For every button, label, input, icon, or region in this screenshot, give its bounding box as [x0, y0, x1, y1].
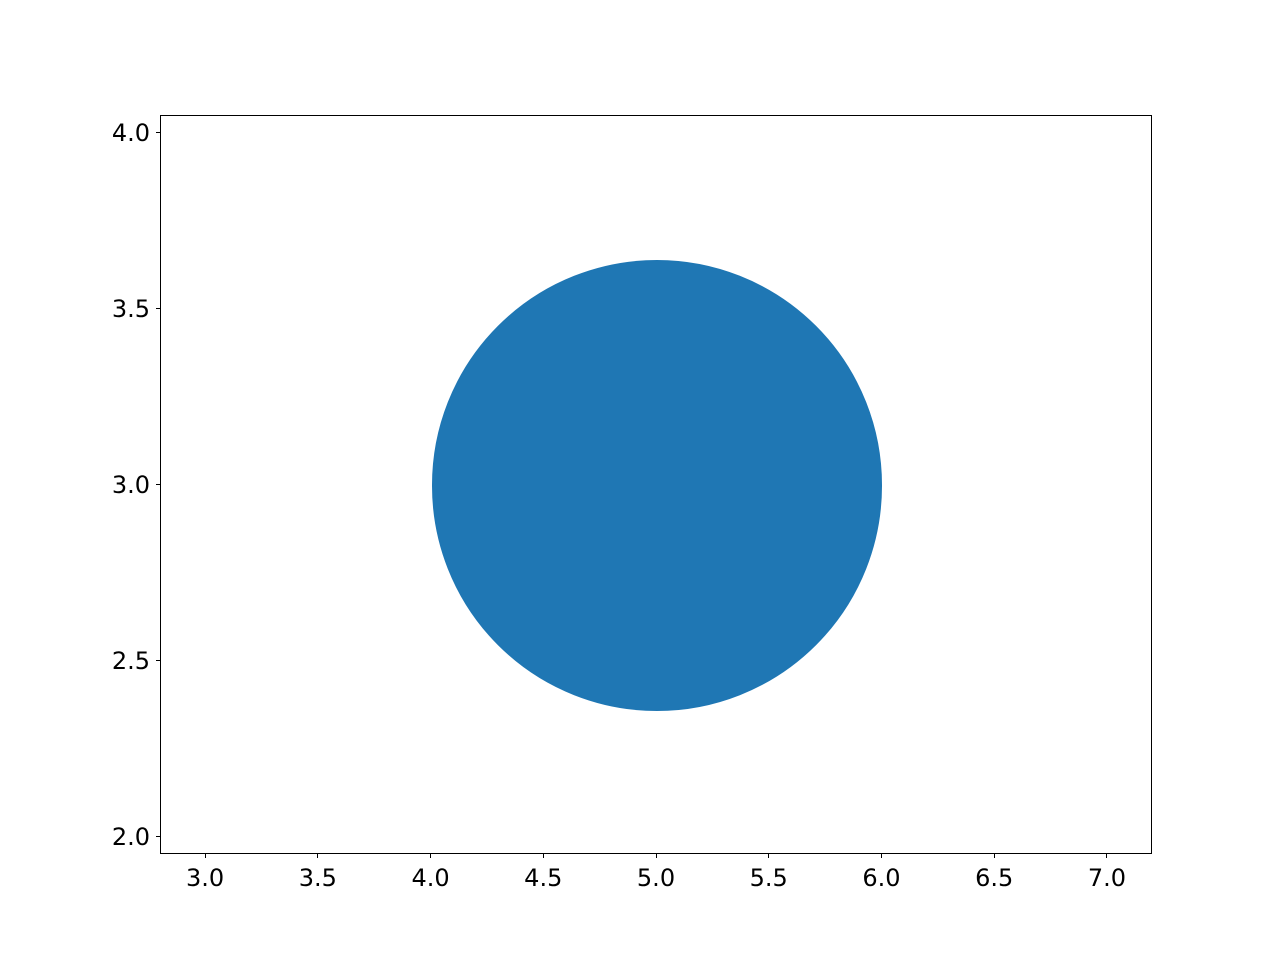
x-tick-mark	[656, 854, 657, 858]
y-tick-label: 3.0	[112, 471, 150, 499]
circle-patch	[432, 260, 883, 711]
x-tick-mark	[205, 854, 206, 858]
x-tick-label: 3.0	[186, 864, 224, 892]
x-tick-label: 4.5	[524, 864, 562, 892]
y-tick-mark	[156, 308, 160, 309]
y-tick-label: 2.0	[112, 823, 150, 851]
x-tick-mark	[317, 854, 318, 858]
x-tick-label: 6.5	[975, 864, 1013, 892]
x-tick-label: 7.0	[1088, 864, 1126, 892]
x-tick-mark	[543, 854, 544, 858]
y-tick-label: 3.5	[112, 295, 150, 323]
x-tick-label: 3.5	[299, 864, 337, 892]
x-tick-mark	[1106, 854, 1107, 858]
y-tick-mark	[156, 660, 160, 661]
y-tick-mark	[156, 132, 160, 133]
x-tick-mark	[768, 854, 769, 858]
x-tick-mark	[430, 854, 431, 858]
x-tick-label: 5.0	[637, 864, 675, 892]
y-tick-label: 4.0	[112, 119, 150, 147]
y-tick-mark	[156, 836, 160, 837]
x-tick-label: 6.0	[862, 864, 900, 892]
x-tick-mark	[994, 854, 995, 858]
plot-axes	[160, 115, 1152, 854]
y-tick-mark	[156, 484, 160, 485]
x-tick-label: 5.5	[750, 864, 788, 892]
x-tick-label: 4.0	[411, 864, 449, 892]
x-tick-mark	[881, 854, 882, 858]
y-tick-label: 2.5	[112, 647, 150, 675]
figure: 3.0 3.5 4.0 4.5 5.0 5.5 6.0 6.5 7.0 2.0 2.5 3.0 3.5…	[0, 0, 1280, 960]
